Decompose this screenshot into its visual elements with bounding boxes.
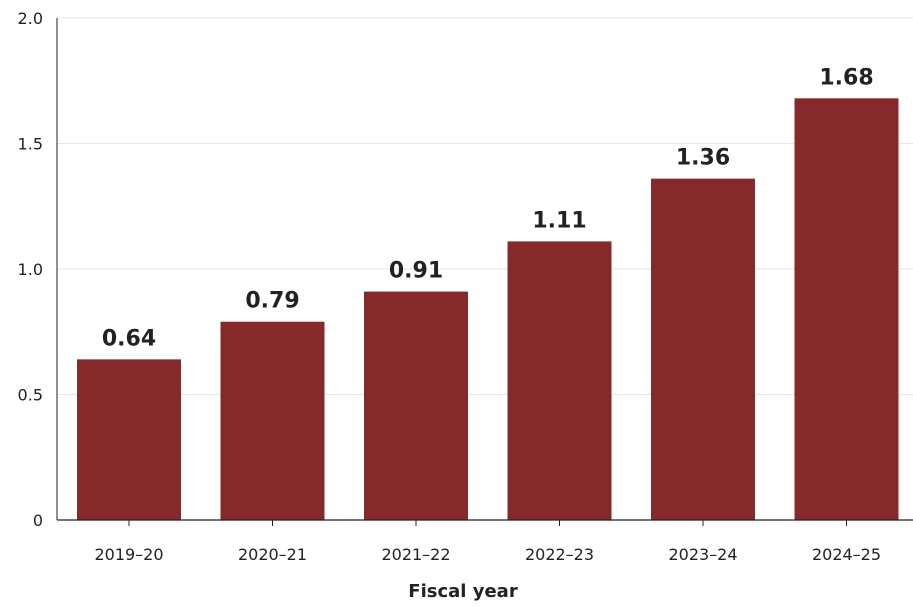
x-tick-label: 2022–23: [525, 545, 594, 564]
bar: [794, 98, 899, 520]
labels: 0 0.5 1.0 1.5 2.0 2019–20 0.64 2020–21 0.79 2021–…: [18, 9, 881, 564]
y-tick-label: 0: [33, 511, 43, 530]
bar: [220, 321, 325, 520]
y-tick-label: 1.5: [18, 135, 43, 154]
x-axis-title: Fiscal year: [408, 581, 518, 602]
x-tick-label: 2020–21: [238, 545, 307, 564]
axes: [56, 18, 913, 526]
data-label: 0.91: [389, 259, 443, 284]
y-tick-label: 2.0: [18, 9, 43, 28]
bars: [77, 98, 899, 520]
bar: [651, 178, 755, 520]
bar: [364, 291, 468, 520]
data-label: 1.36: [676, 146, 730, 171]
data-label: 1.68: [819, 65, 873, 90]
data-label: 0.79: [245, 289, 299, 314]
bar: [77, 359, 181, 520]
x-tick-label: 2021–22: [381, 545, 450, 564]
x-tick-label: 2019–20: [94, 545, 163, 564]
bar: [507, 241, 612, 520]
y-tick-label: 0.5: [18, 386, 43, 405]
y-tick-label: 1.0: [18, 260, 43, 279]
gridlines: [57, 17, 913, 395]
x-tick-label: 2023–24: [668, 545, 737, 564]
x-tick-label: 2024–25: [812, 545, 881, 564]
data-label: 0.64: [102, 326, 156, 351]
data-label: 1.11: [532, 208, 586, 233]
